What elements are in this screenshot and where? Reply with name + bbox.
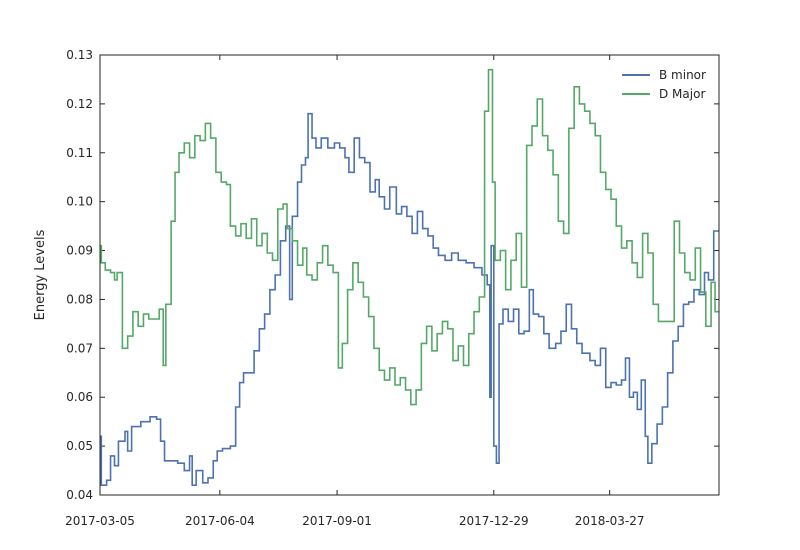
x-tick-label: 2017-03-05 (65, 514, 135, 528)
y-tick-label: 0.12 (66, 97, 93, 111)
legend: B minor D Major (622, 68, 706, 101)
x-tick-label: 2017-09-01 (302, 514, 372, 528)
y-tick-label: 0.05 (66, 439, 93, 453)
x-tick-label: 2017-06-04 (185, 514, 255, 528)
y-tick-label: 0.08 (66, 292, 93, 306)
y-tick-label: 0.09 (66, 244, 93, 258)
plot-frame (99, 54, 720, 496)
y-tick-label: 0.07 (66, 341, 93, 355)
legend-label: D Major (659, 87, 705, 101)
y-tick-label: 0.06 (66, 390, 93, 404)
series-line-b-minor (100, 112, 719, 487)
y-axis-title: Energy Levels (33, 229, 48, 320)
y-tick-label: 0.11 (66, 146, 93, 160)
axes-layer: 0.04 0.05 0.06 0.07 0.08 0.09 0.10 0.11 0.12 0.13… (65, 48, 719, 528)
legend-label: B minor (659, 68, 706, 82)
plot-layer (100, 68, 719, 487)
x-tick-label: 2017-12-29 (459, 514, 529, 528)
y-tick-label: 0.13 (66, 48, 93, 62)
y-tick-label: 0.10 (66, 195, 93, 209)
y-tick-label: 0.04 (66, 488, 93, 502)
x-tick-label: 2018-03-27 (575, 514, 645, 528)
series-line-d-major (100, 68, 719, 406)
